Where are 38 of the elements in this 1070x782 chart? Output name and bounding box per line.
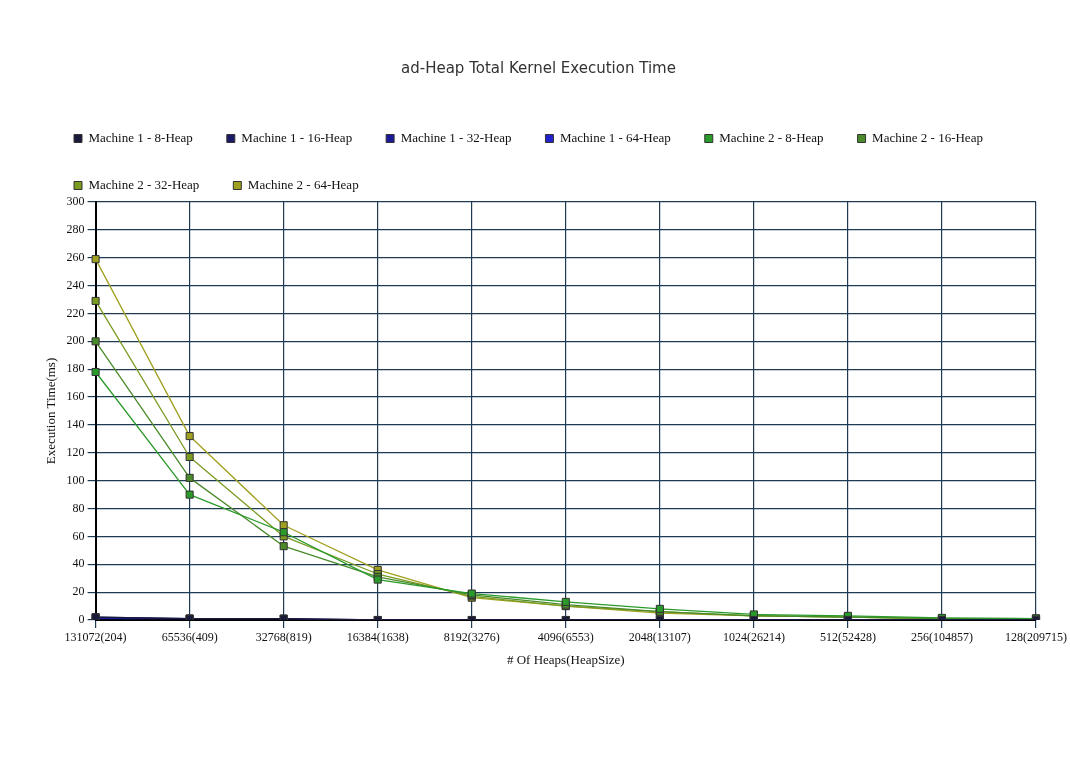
y-tick-label: 100: [66, 472, 85, 487]
x-tick-label: 8192(3276): [443, 630, 500, 645]
x-tick-label: 1024(26214): [722, 630, 785, 645]
y-tick-label: 220: [66, 305, 85, 320]
y-axis-title: Execution Time(ms): [43, 357, 59, 465]
legend-label: Machine 2 - 32-Heap: [88, 176, 200, 192]
legend-label: Machine 1 - 64-Heap: [559, 129, 671, 145]
x-tick-label: 131072(204): [64, 630, 127, 645]
y-tick-label: 20: [72, 584, 85, 599]
y-tick-label: 80: [72, 500, 85, 515]
x-tick-label: 16384(1638): [346, 630, 409, 645]
x-tick-label: 32768(819): [255, 630, 312, 645]
legend-label: Machine 1 - 16-Heap: [241, 129, 353, 145]
y-tick-label: 0: [78, 612, 85, 627]
legend-label: Machine 2 - 8-Heap: [719, 129, 824, 145]
x-tick-label: 256(104857): [910, 630, 973, 645]
x-tick-label: 2048(13107): [628, 630, 691, 645]
y-tick-label: 140: [66, 417, 85, 432]
y-tick-label: 300: [66, 194, 85, 209]
y-tick-label: 180: [66, 361, 85, 376]
x-tick-label: 512(52428): [819, 630, 876, 645]
y-tick-label: 200: [66, 333, 85, 348]
x-axis-title: # Of Heaps(HeapSize): [506, 651, 625, 667]
y-tick-label: 160: [66, 389, 85, 404]
legend-label: Machine 1 - 8-Heap: [88, 129, 193, 145]
legend-label: Machine 2 - 16-Heap: [872, 129, 983, 145]
x-tick-label: 65536(409): [161, 630, 218, 645]
y-tick-label: 240: [66, 277, 85, 292]
x-tick-label: 4096(6553): [537, 630, 594, 645]
legend-label: Machine 2 - 64-Heap: [247, 176, 359, 192]
y-tick-label: 260: [66, 249, 85, 264]
x-tick-label: 128(209715): [1005, 630, 1067, 645]
y-tick-label: 60: [72, 528, 85, 543]
legend-label: Machine 1 - 32-Heap: [400, 129, 512, 145]
y-tick-label: 280: [66, 222, 85, 237]
y-tick-label: 120: [66, 444, 85, 459]
chart-title: ad-Heap Total Kernel Execution Time: [401, 58, 676, 77]
y-tick-label: 40: [72, 556, 85, 571]
